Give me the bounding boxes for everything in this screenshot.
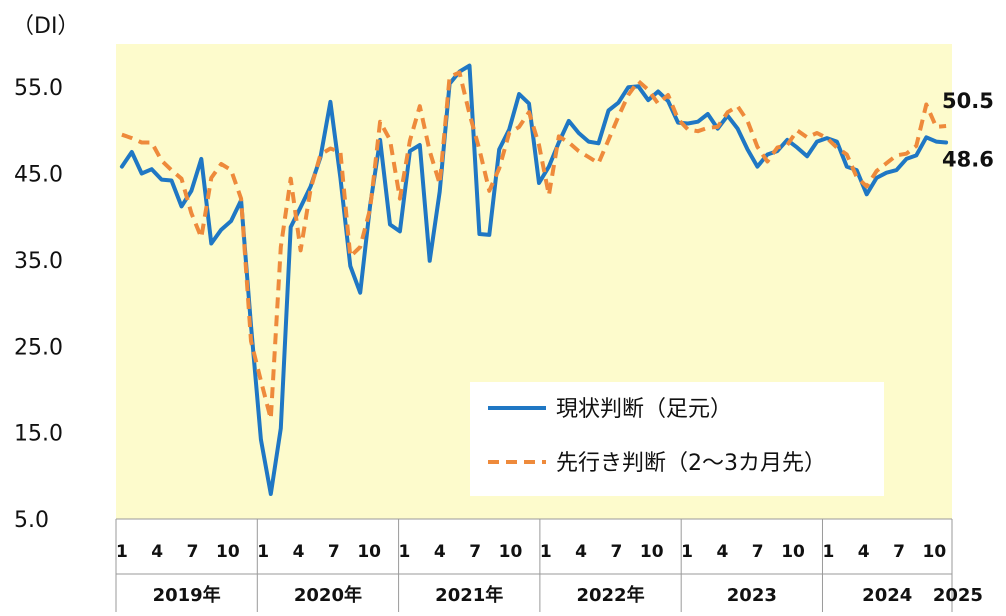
x-tick-label: 10 — [216, 542, 240, 562]
x-tick-label: 7 — [893, 542, 905, 562]
legend: 現状判断（足元） 先行き判断（2〜3カ月先） — [470, 382, 884, 496]
x-tick-label: 1 — [681, 542, 693, 562]
year-label: 2024 — [862, 585, 912, 606]
y-tick-label: 55.0 — [14, 76, 63, 101]
year-label: 2025 — [933, 585, 983, 606]
y-axis-ticks: 5.0 15.0 25.0 35.0 45.0 55.0 — [14, 76, 63, 533]
x-tick-label: 4 — [858, 542, 870, 562]
year-label: 2023 — [727, 585, 777, 606]
series-line-outlook — [121, 70, 947, 421]
y-tick-label: 25.0 — [14, 335, 63, 360]
x-tick-label: 10 — [923, 542, 947, 562]
year-label: 2020年 — [294, 584, 362, 606]
y-tick-label: 5.0 — [14, 508, 49, 533]
year-label: 2022年 — [576, 584, 644, 606]
legend-label-current: 現状判断（足元） — [556, 397, 732, 422]
end-labels: 48.6 50.5 — [942, 89, 994, 171]
y-tick-label: 35.0 — [14, 249, 63, 274]
x-tick-label: 4 — [151, 542, 163, 562]
x-tick-label: 4 — [716, 542, 728, 562]
year-label: 2021年 — [435, 584, 503, 606]
x-tick-label: 7 — [611, 542, 623, 562]
y-tick-label: 45.0 — [14, 163, 63, 188]
year-label: 2019年 — [153, 584, 221, 606]
x-tick-label: 1 — [399, 542, 411, 562]
x-tick-label: 7 — [469, 542, 481, 562]
x-tick-label: 4 — [293, 542, 305, 562]
x-tick-label: 1 — [257, 542, 269, 562]
x-tick-label: 1 — [822, 542, 834, 562]
x-tick-label: 4 — [575, 542, 587, 562]
y-axis-unit: （DI） — [12, 14, 79, 39]
series-line-current — [119, 63, 949, 496]
y-tick-label: 15.0 — [14, 422, 63, 447]
x-tick-label: 10 — [640, 542, 664, 562]
end-label-current: 48.6 — [942, 147, 994, 171]
x-tick-label: 7 — [752, 542, 764, 562]
x-tick-label: 10 — [357, 542, 381, 562]
x-tick-label: 1 — [540, 542, 552, 562]
x-tick-label: 10 — [499, 542, 523, 562]
x-tick-label: 7 — [187, 542, 199, 562]
end-label-outlook: 50.5 — [942, 89, 994, 113]
x-tick-label: 7 — [328, 542, 340, 562]
legend-background — [470, 382, 884, 496]
x-tick-label: 1 — [116, 542, 128, 562]
x-tick-label: 4 — [434, 542, 446, 562]
x-axis: 1 4 7 10 2019年 1 4 7 10 2020年 1 4 7 10 2021年 1 4 7 10 2022年… — [115, 518, 983, 612]
x-tick-label: 10 — [781, 542, 805, 562]
legend-label-outlook: 先行き判断（2〜3カ月先） — [556, 451, 826, 476]
series-lines — [119, 63, 949, 496]
